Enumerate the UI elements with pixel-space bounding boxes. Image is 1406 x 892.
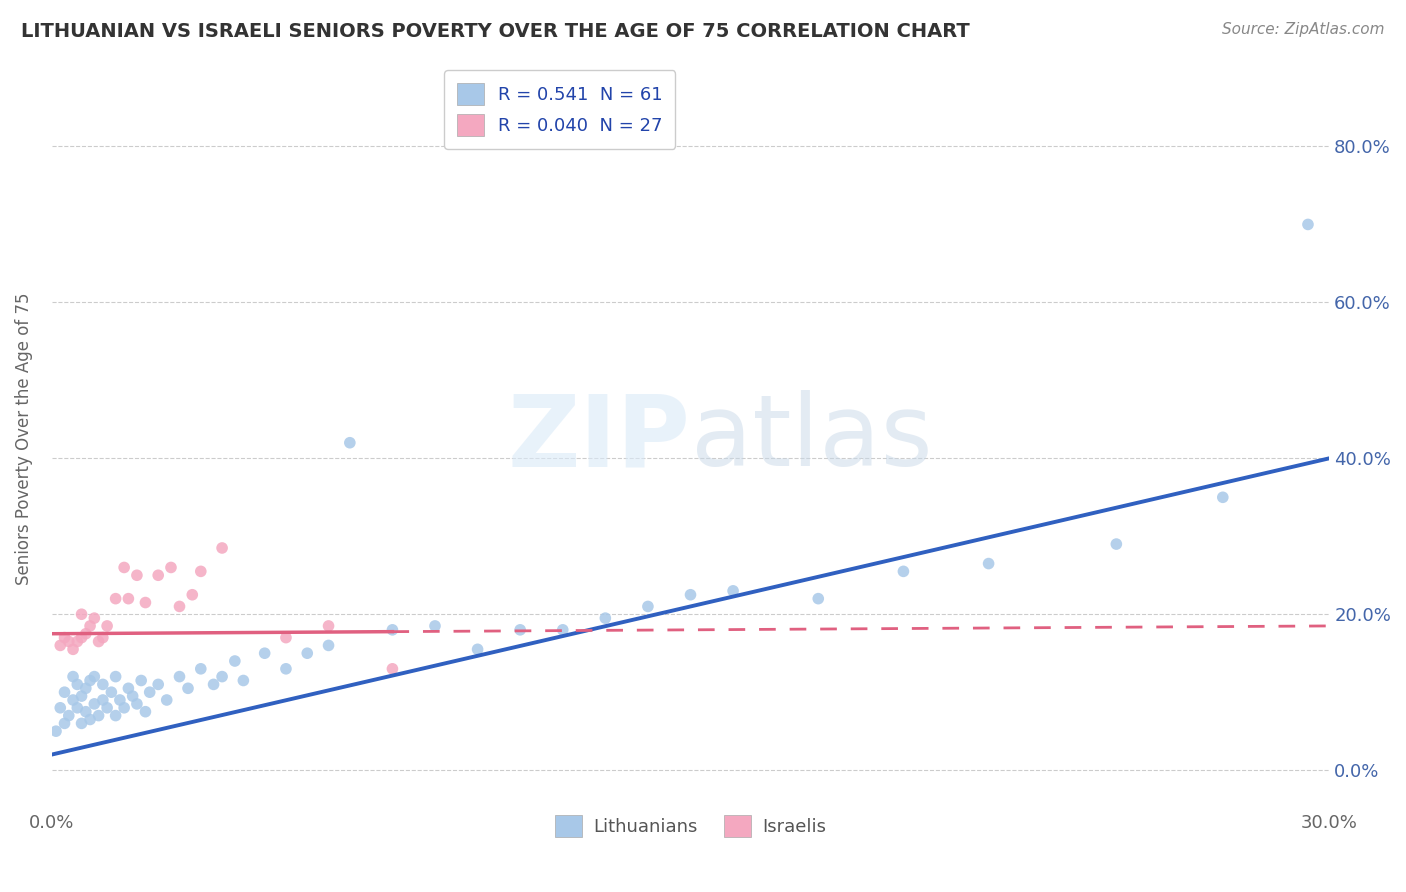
Point	[125, 697, 148, 711]
Point	[1212, 491, 1234, 505]
Point	[224, 654, 246, 668]
Legend: Lithuanians, Israelis: Lithuanians, Israelis	[548, 808, 834, 845]
Text: Source: ZipAtlas.com: Source: ZipAtlas.com	[1222, 22, 1385, 37]
Point	[53, 631, 76, 645]
Point	[70, 631, 93, 645]
Point	[893, 565, 915, 579]
Point	[721, 583, 744, 598]
Point	[274, 631, 297, 645]
Point	[807, 591, 830, 606]
Point	[83, 611, 105, 625]
Point	[381, 662, 404, 676]
Point	[108, 693, 131, 707]
Point	[87, 634, 110, 648]
Point	[53, 716, 76, 731]
Point	[190, 565, 212, 579]
Point	[148, 568, 170, 582]
Point	[129, 673, 152, 688]
Point	[977, 557, 1000, 571]
Point	[83, 670, 105, 684]
Point	[112, 700, 135, 714]
Point	[134, 595, 156, 609]
Point	[202, 677, 225, 691]
Point	[134, 705, 156, 719]
Point	[70, 716, 93, 731]
Point	[79, 619, 101, 633]
Point	[169, 599, 191, 614]
Point	[66, 677, 89, 691]
Point	[232, 673, 254, 688]
Point	[595, 611, 617, 625]
Point	[58, 634, 80, 648]
Point	[96, 619, 118, 633]
Point	[79, 673, 101, 688]
Point	[181, 588, 204, 602]
Point	[467, 642, 489, 657]
Point	[75, 626, 97, 640]
Point	[1105, 537, 1128, 551]
Point	[100, 685, 122, 699]
Point	[1296, 218, 1319, 232]
Point	[211, 670, 233, 684]
Point	[637, 599, 659, 614]
Point	[62, 642, 84, 657]
Point	[62, 670, 84, 684]
Point	[91, 677, 114, 691]
Point	[104, 591, 127, 606]
Text: LITHUANIAN VS ISRAELI SENIORS POVERTY OVER THE AGE OF 75 CORRELATION CHART: LITHUANIAN VS ISRAELI SENIORS POVERTY OV…	[21, 22, 970, 41]
Point	[318, 639, 340, 653]
Point	[339, 435, 361, 450]
Point	[274, 662, 297, 676]
Point	[66, 700, 89, 714]
Point	[66, 634, 89, 648]
Point	[104, 670, 127, 684]
Point	[45, 724, 67, 739]
Text: ZIP: ZIP	[508, 391, 690, 487]
Point	[75, 705, 97, 719]
Point	[70, 607, 93, 622]
Point	[112, 560, 135, 574]
Point	[70, 689, 93, 703]
Point	[79, 713, 101, 727]
Point	[148, 677, 170, 691]
Text: atlas: atlas	[690, 391, 932, 487]
Point	[91, 693, 114, 707]
Point	[53, 685, 76, 699]
Point	[49, 639, 72, 653]
Point	[91, 631, 114, 645]
Point	[104, 708, 127, 723]
Point	[318, 619, 340, 633]
Point	[509, 623, 531, 637]
Point	[211, 541, 233, 555]
Point	[160, 560, 183, 574]
Point	[297, 646, 319, 660]
Point	[169, 670, 191, 684]
Point	[117, 591, 139, 606]
Point	[423, 619, 446, 633]
Point	[253, 646, 276, 660]
Point	[190, 662, 212, 676]
Point	[177, 681, 200, 696]
Point	[62, 693, 84, 707]
Point	[49, 700, 72, 714]
Point	[117, 681, 139, 696]
Point	[156, 693, 179, 707]
Point	[83, 697, 105, 711]
Point	[679, 588, 702, 602]
Point	[87, 708, 110, 723]
Point	[75, 681, 97, 696]
Point	[138, 685, 160, 699]
Point	[58, 708, 80, 723]
Y-axis label: Seniors Poverty Over the Age of 75: Seniors Poverty Over the Age of 75	[15, 293, 32, 585]
Point	[381, 623, 404, 637]
Point	[96, 700, 118, 714]
Point	[125, 568, 148, 582]
Point	[121, 689, 143, 703]
Point	[551, 623, 574, 637]
